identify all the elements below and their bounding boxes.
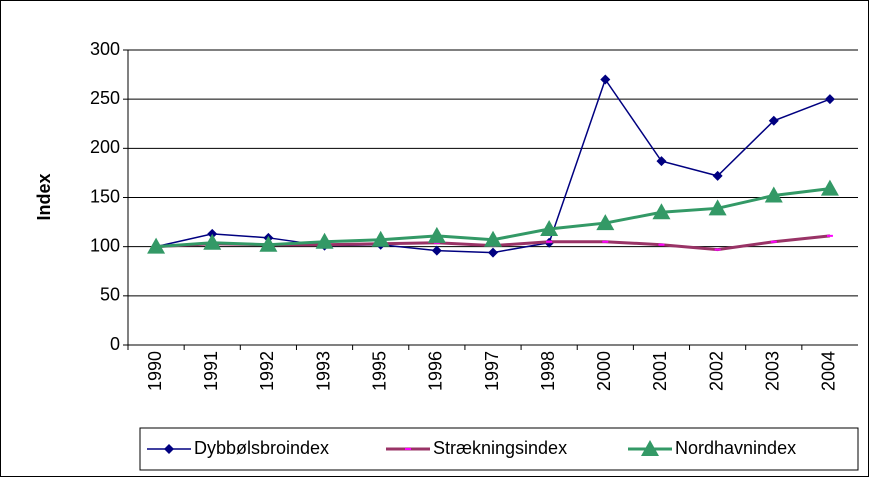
marker <box>820 179 839 196</box>
marker <box>371 230 390 247</box>
marker <box>600 74 611 85</box>
marker <box>656 156 667 167</box>
legend-marker <box>641 440 659 456</box>
x-tick-label: 2001 <box>650 351 670 391</box>
y-tick-label: 100 <box>90 235 120 255</box>
marker <box>540 219 559 236</box>
marker <box>768 115 779 126</box>
x-tick-label: 1993 <box>313 351 333 391</box>
legend-label: Strækningsindex <box>433 438 567 458</box>
marker <box>484 230 502 247</box>
x-tick-label: 1991 <box>201 351 221 391</box>
x-tick-label: 1995 <box>369 351 389 391</box>
y-tick-label: 50 <box>100 285 120 305</box>
x-tick-label: 1998 <box>538 351 558 391</box>
marker <box>147 237 166 254</box>
x-tick-label: 1992 <box>257 351 277 391</box>
y-tick-label: 150 <box>90 186 120 206</box>
marker <box>315 232 334 249</box>
x-tick-label: 2004 <box>819 351 839 391</box>
x-tick-label: 2003 <box>763 351 783 391</box>
x-tick-label: 1996 <box>426 351 446 391</box>
x-tick-label: 2002 <box>706 351 726 391</box>
marker <box>712 170 723 181</box>
marker <box>708 199 727 216</box>
x-tick-label: 2000 <box>594 351 614 391</box>
marker <box>488 247 498 258</box>
y-tick-label: 250 <box>90 88 120 108</box>
y-tick-label: 300 <box>90 39 120 59</box>
legend-box <box>139 427 859 471</box>
x-tick-label: 1997 <box>482 351 502 391</box>
x-tick-label: 1990 <box>145 351 165 391</box>
marker <box>203 233 222 250</box>
legend-label: Nordhavnindex <box>675 438 796 458</box>
marker <box>431 245 442 256</box>
marker <box>596 214 615 231</box>
marker <box>259 235 278 252</box>
marker <box>824 94 835 105</box>
y-tick-label: 0 <box>110 334 120 354</box>
marker <box>652 203 671 220</box>
y-tick-label: 200 <box>90 137 120 157</box>
legend-marker <box>164 444 174 454</box>
y-axis-label: Index <box>34 173 54 220</box>
legend-label: Dybbølsbroindex <box>194 438 329 458</box>
marker <box>427 226 446 243</box>
marker <box>764 186 783 203</box>
